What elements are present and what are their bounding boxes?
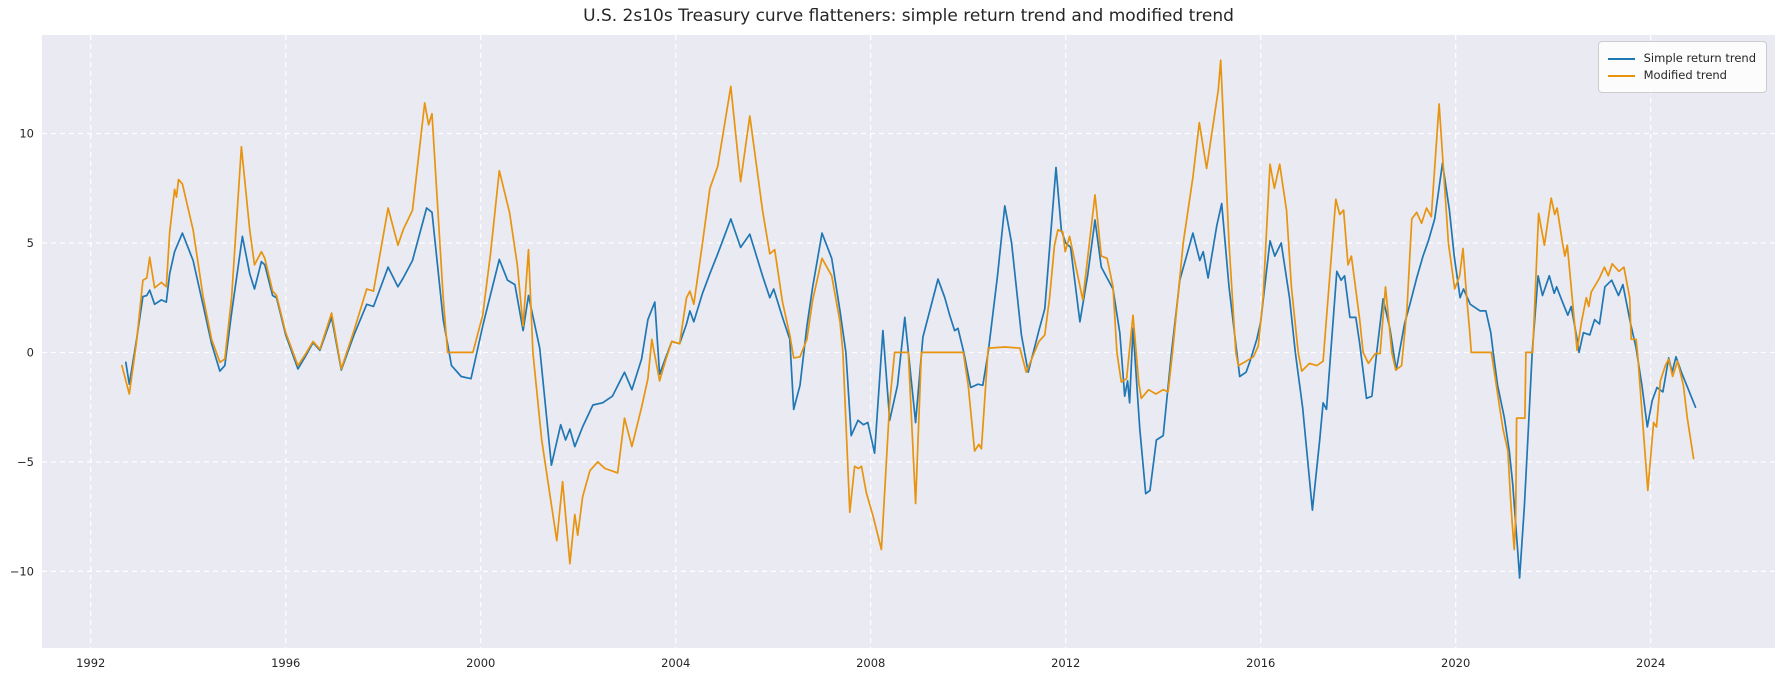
- series-line-simple-return-trend: [124, 162, 1697, 579]
- y-tick-label: 10: [19, 127, 34, 141]
- x-tick-label: 2024: [1636, 656, 1665, 670]
- x-tick-label: 2020: [1441, 656, 1470, 670]
- x-tick-label: 2012: [1051, 656, 1080, 670]
- x-tick-label: 2000: [466, 656, 495, 670]
- y-tick-label: −5: [17, 455, 34, 469]
- y-tick-label: −10: [10, 564, 34, 578]
- legend-line-swatch-icon: [1607, 74, 1635, 77]
- legend-item-label: Modified trend: [1643, 68, 1727, 82]
- x-tick-label: 1996: [271, 656, 300, 670]
- y-tick-label: 5: [27, 236, 34, 250]
- plot-area: [42, 35, 1775, 648]
- legend-item-label: Simple return trend: [1643, 51, 1756, 65]
- x-tick-label: 2016: [1246, 656, 1275, 670]
- x-tick-label: 1992: [76, 656, 105, 670]
- legend-item: Simple return trend: [1607, 51, 1756, 66]
- x-tick-label: 2008: [856, 656, 885, 670]
- y-tick-label: 0: [27, 345, 34, 359]
- series-line-modified-trend: [121, 59, 1695, 565]
- legend-item: Modified trend: [1607, 68, 1756, 83]
- legend-line-swatch-icon: [1607, 57, 1635, 60]
- chart-title: U.S. 2s10s Treasury curve flatteners: si…: [583, 6, 1234, 26]
- legend: Simple return trend Modified trend: [1597, 41, 1767, 93]
- x-tick-label: 2004: [661, 656, 690, 670]
